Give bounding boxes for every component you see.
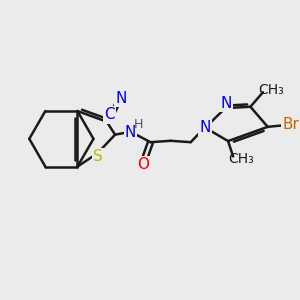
Text: CH₃: CH₃ bbox=[228, 152, 254, 166]
Text: N: N bbox=[220, 96, 232, 111]
Text: N: N bbox=[115, 91, 127, 106]
Text: C: C bbox=[104, 107, 115, 122]
Text: H: H bbox=[134, 118, 143, 131]
Text: Br: Br bbox=[283, 117, 300, 132]
Text: N: N bbox=[125, 125, 136, 140]
Text: N: N bbox=[200, 120, 211, 135]
Text: CH₃: CH₃ bbox=[258, 83, 284, 97]
Text: S: S bbox=[93, 149, 103, 164]
Text: O: O bbox=[137, 157, 149, 172]
